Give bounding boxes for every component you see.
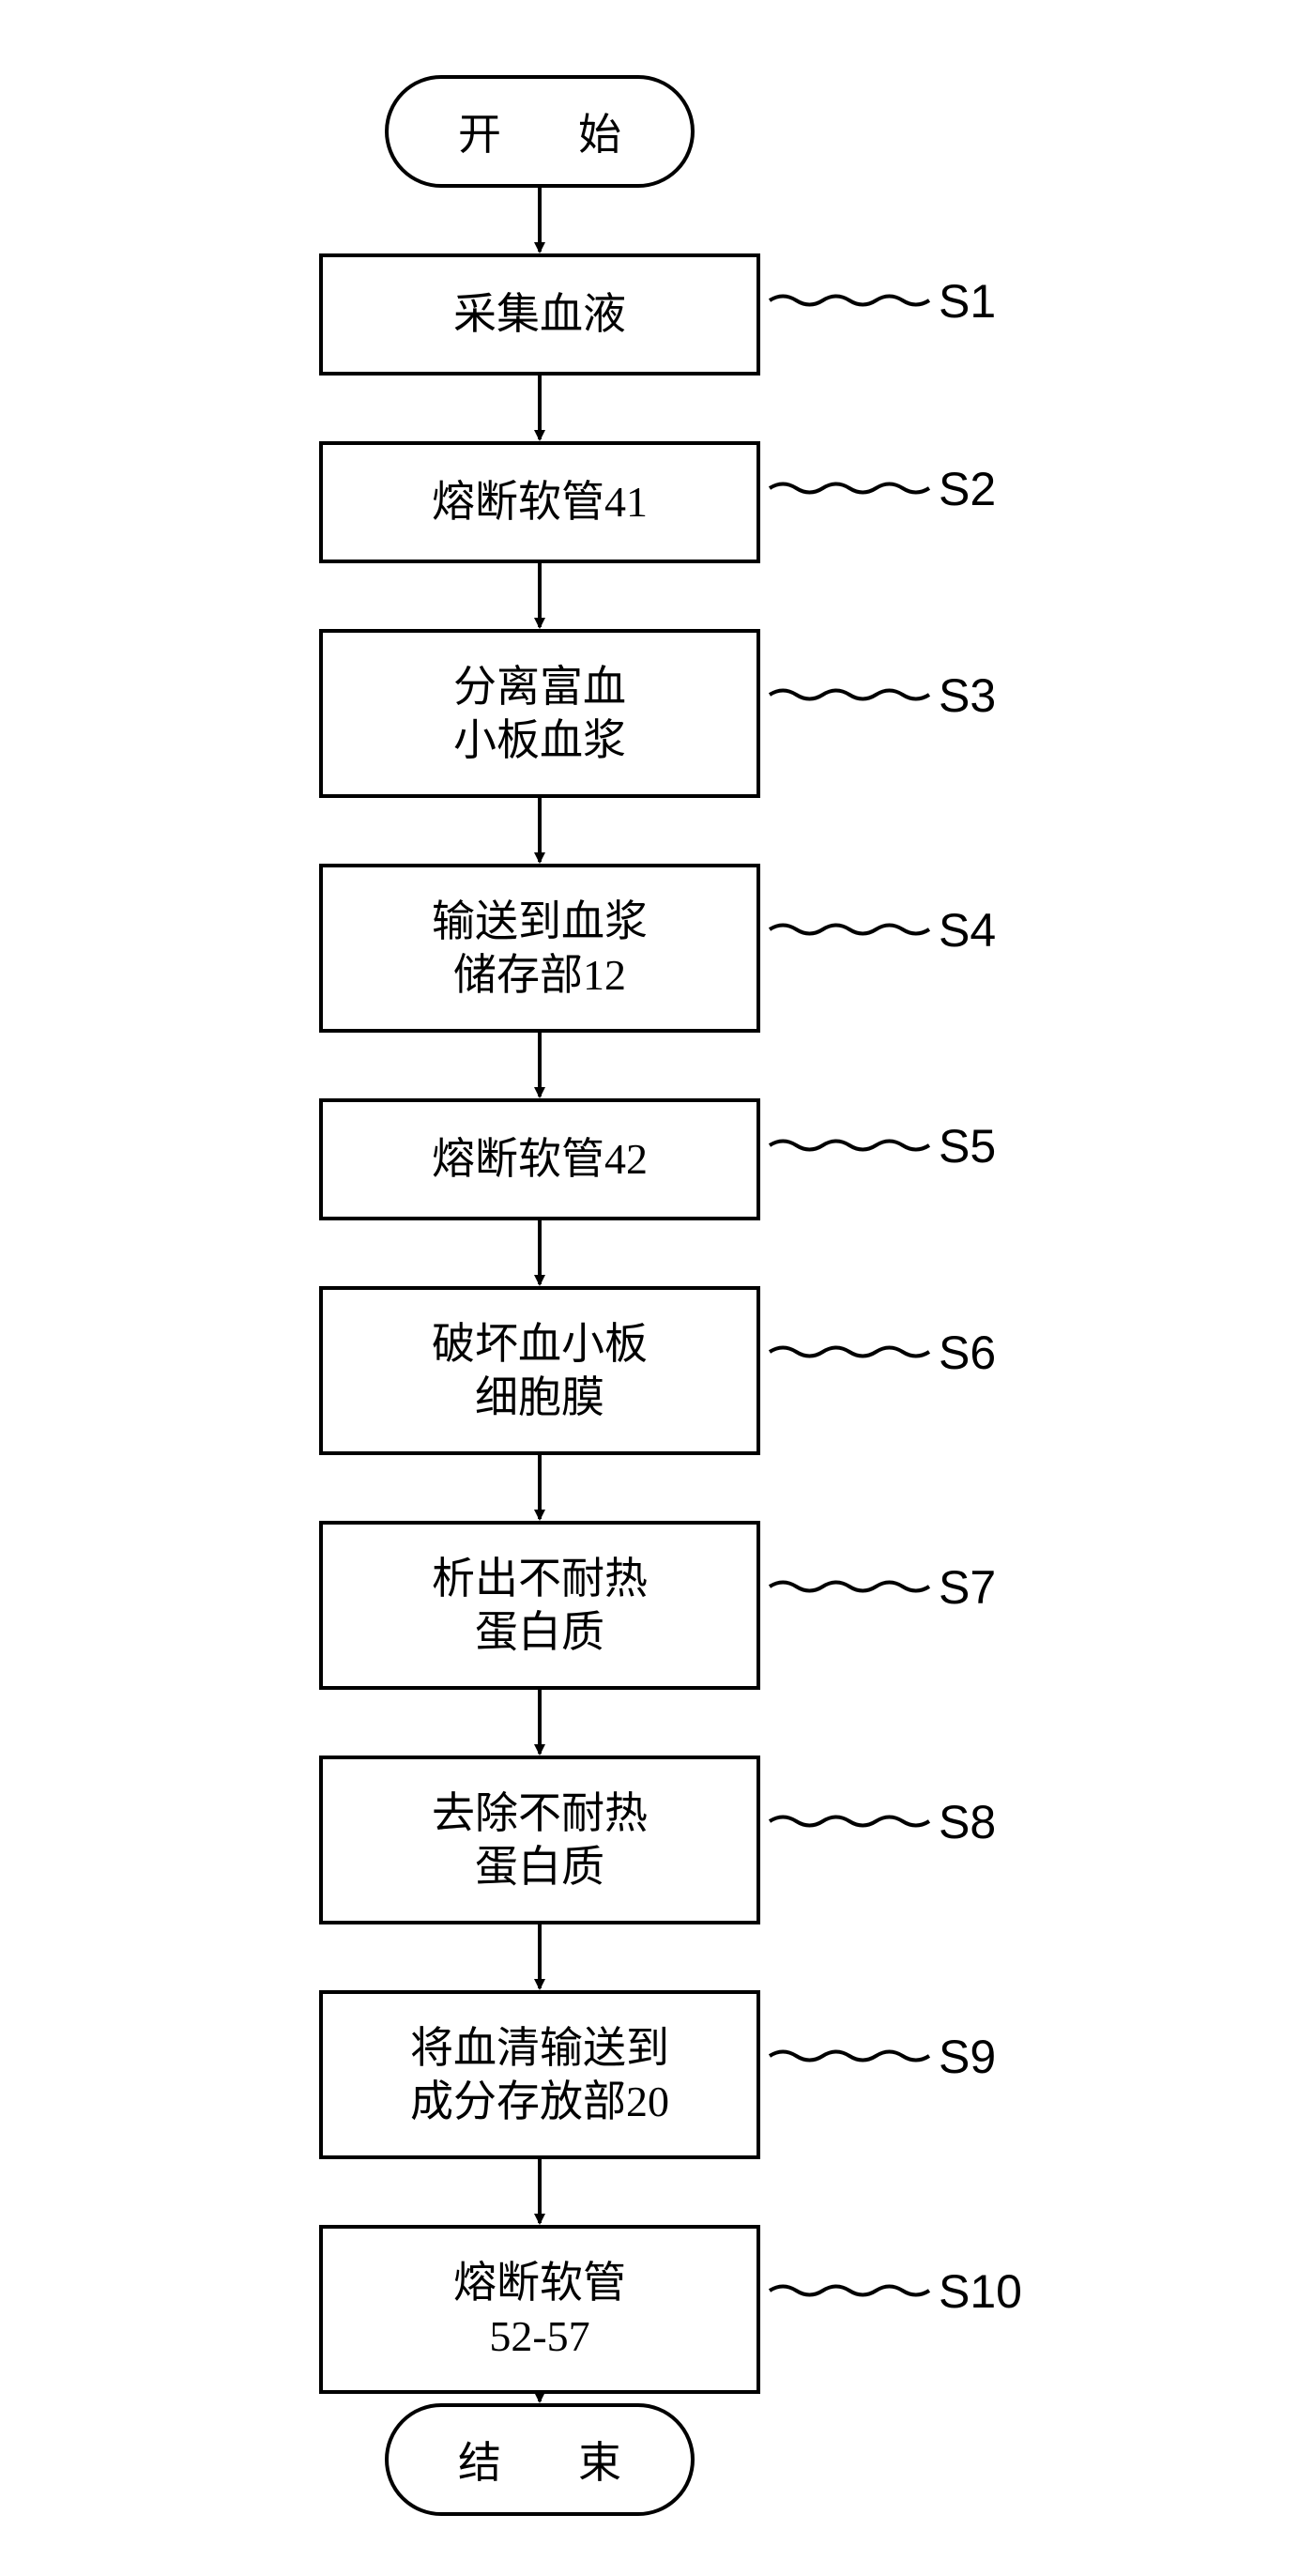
process-step-s8: 去除不耐热蛋白质 (319, 1756, 760, 1924)
process-step-text: 熔断软管41 (432, 475, 648, 529)
process-step-text: 输送到血浆 (432, 895, 648, 949)
process-step-s10: 熔断软管52-57 (319, 2225, 760, 2394)
squiggle-connector (770, 1142, 929, 1150)
process-step-text: 熔断软管42 (432, 1132, 648, 1187)
process-step-text: 熔断软管 (453, 2256, 626, 2310)
process-step-text: 成分存放部20 (410, 2075, 669, 2129)
step-label-s1: S1 (939, 274, 996, 329)
squiggle-connector (770, 691, 929, 699)
process-step-text: 析出不耐热 (432, 1552, 648, 1606)
squiggle-connector (770, 1583, 929, 1591)
step-label-s5: S5 (939, 1119, 996, 1173)
step-label-s10: S10 (939, 2264, 1022, 2319)
process-step-s9: 将血清输送到成分存放部20 (319, 1990, 760, 2159)
process-step-text: 去除不耐热 (432, 1786, 648, 1841)
process-step-s7: 析出不耐热蛋白质 (319, 1521, 760, 1690)
process-step-text: 分离富血 (453, 660, 626, 714)
squiggle-connector (770, 1348, 929, 1357)
step-label-s7: S7 (939, 1560, 996, 1615)
squiggle-connector (770, 926, 929, 934)
process-step-text: 52-57 (489, 2309, 589, 2364)
step-label-s4: S4 (939, 903, 996, 958)
process-step-s3: 分离富血小板血浆 (319, 629, 760, 798)
process-step-s6: 破坏血小板细胞膜 (319, 1286, 760, 1455)
step-label-s6: S6 (939, 1326, 996, 1380)
process-step-text: 蛋白质 (475, 1840, 604, 1894)
process-step-s1: 采集血液 (319, 253, 760, 376)
start-label: 开 始 (441, 100, 638, 162)
process-step-text: 采集血液 (453, 287, 626, 342)
process-step-s5: 熔断软管42 (319, 1098, 760, 1220)
step-label-s9: S9 (939, 2030, 996, 2084)
squiggle-connector (770, 2052, 929, 2061)
process-step-text: 蛋白质 (475, 1605, 604, 1660)
process-step-s2: 熔断软管41 (319, 441, 760, 563)
squiggle-connector (770, 297, 929, 305)
squiggle-connector (770, 1817, 929, 1826)
process-step-text: 储存部12 (453, 948, 626, 1003)
process-step-text: 小板血浆 (453, 713, 626, 768)
step-label-s2: S2 (939, 462, 996, 516)
squiggle-connector (770, 2287, 929, 2295)
step-label-s3: S3 (939, 668, 996, 723)
process-step-s4: 输送到血浆储存部12 (319, 864, 760, 1033)
squiggle-connector (770, 484, 929, 493)
process-step-text: 破坏血小板 (432, 1317, 648, 1372)
end-terminal: 结 束 (385, 2403, 695, 2516)
end-label: 结 束 (441, 2429, 638, 2491)
process-step-text: 将血清输送到 (410, 2021, 669, 2076)
step-label-s8: S8 (939, 1795, 996, 1849)
start-terminal: 开 始 (385, 75, 695, 188)
process-step-text: 细胞膜 (475, 1371, 604, 1425)
